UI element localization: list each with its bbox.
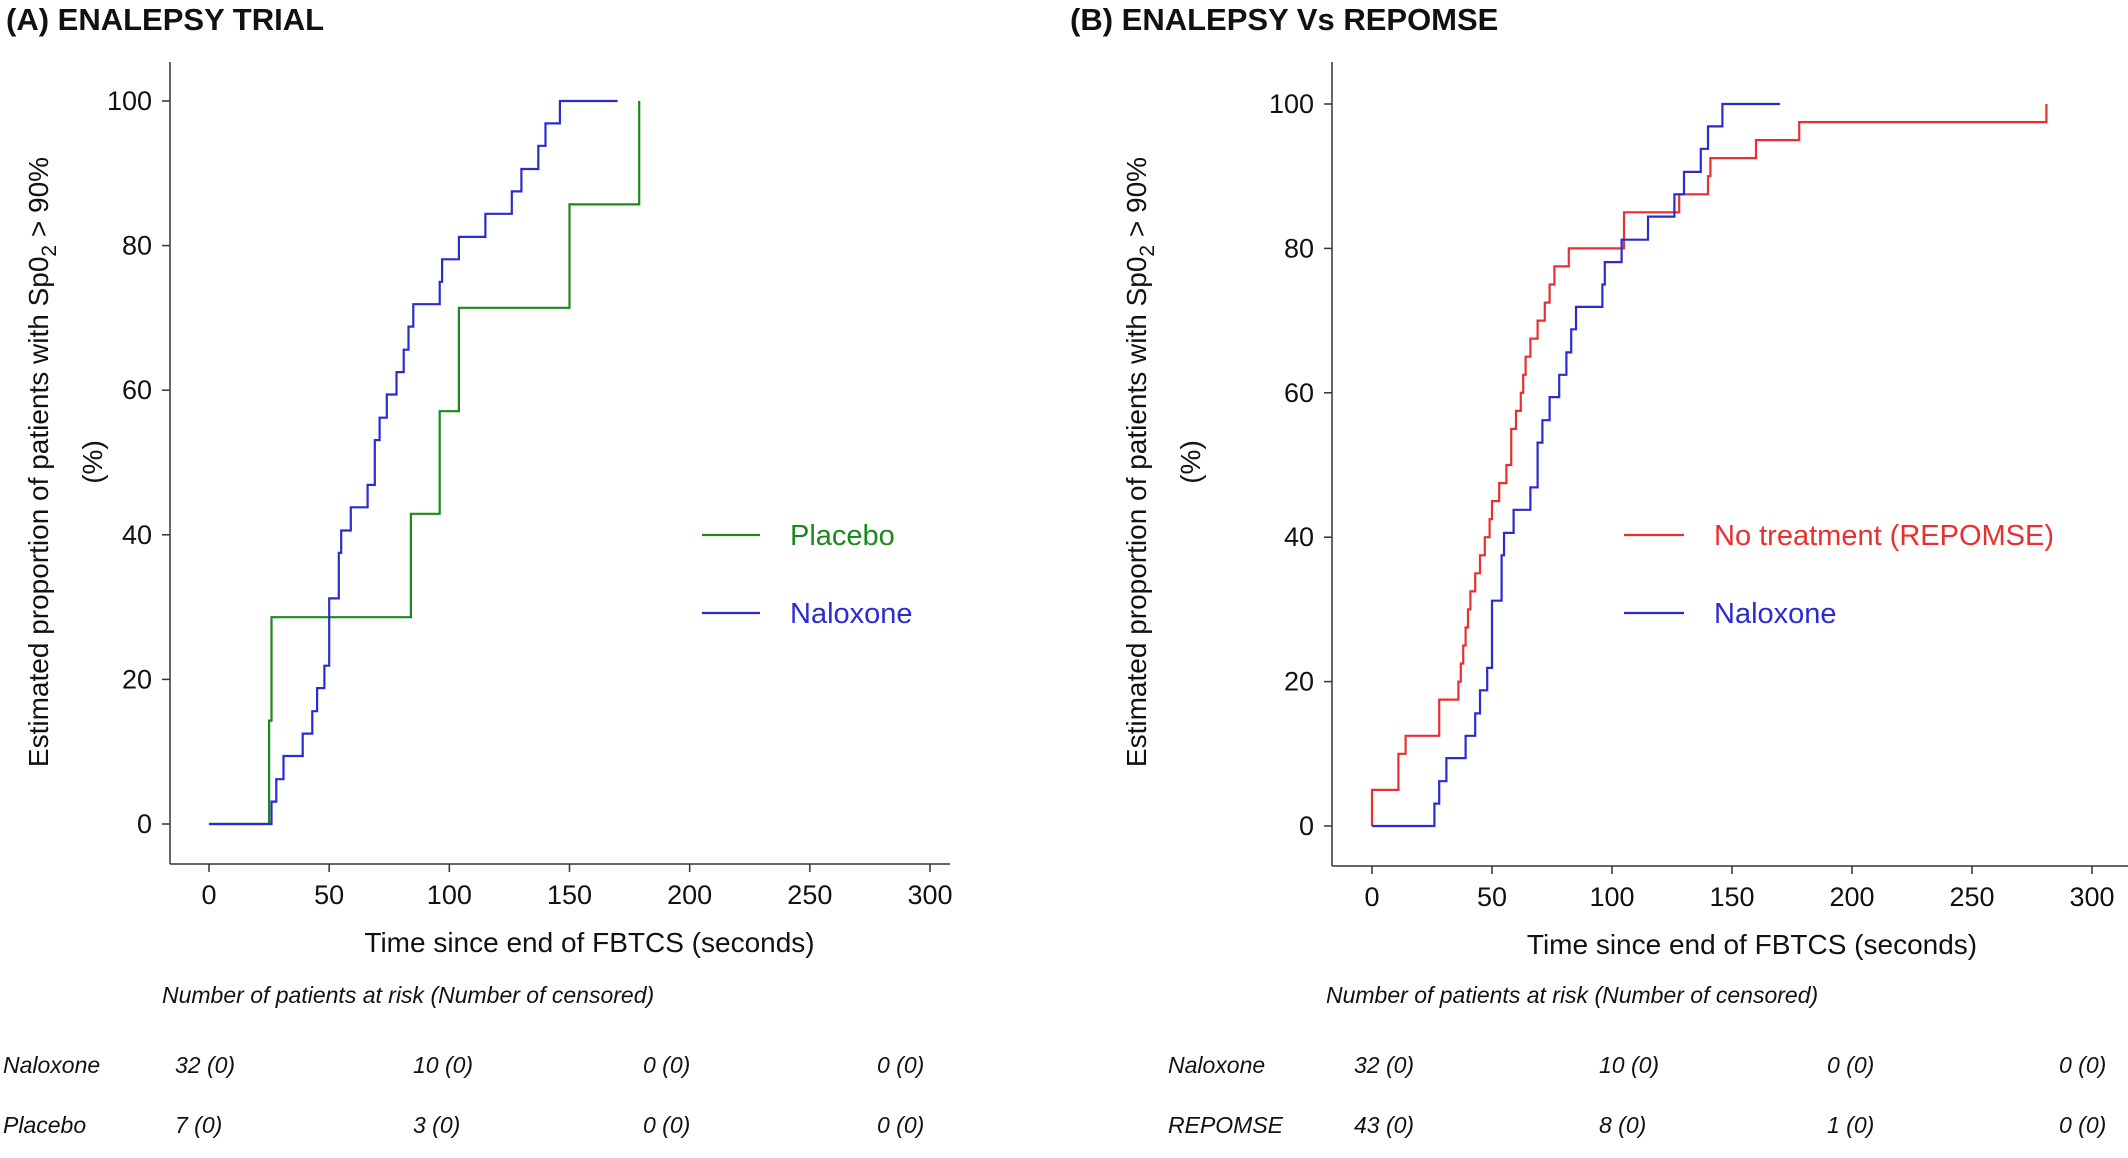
risk-table-title: Number of patients at risk (Number of ce…	[1326, 982, 1819, 1008]
x-tick-label: 0	[201, 880, 216, 910]
panel-title: (A) ENALEPSY TRIAL	[6, 2, 325, 37]
risk-cell: 0 (0)	[2059, 1112, 2107, 1138]
legend: No treatment (REPOMSE) Naloxone	[1624, 520, 2054, 630]
risk-table-title: Number of patients at risk (Number of ce…	[162, 982, 655, 1008]
y-axis-label: Estimated proportion of patients with Sp…	[23, 157, 61, 767]
x-tick-label: 250	[787, 880, 832, 910]
y-tick-label: 60	[122, 375, 152, 405]
risk-cell: 1 (0)	[1827, 1112, 1875, 1138]
y-tick-label: 0	[1299, 811, 1314, 841]
axes: 0 20 40 60 80 100 0 50 100 150 200 250 300	[107, 62, 953, 910]
y-tick-label: 20	[122, 664, 152, 694]
y-axis-unit-label: (%)	[1175, 440, 1206, 484]
x-tick-label: 150	[1709, 882, 1754, 912]
x-tick-label: 150	[547, 880, 592, 910]
risk-cell: 0 (0)	[877, 1052, 925, 1078]
series-line-naloxone	[1372, 102, 1780, 828]
x-tick-label: 250	[1949, 882, 1994, 912]
risk-cell: 0 (0)	[643, 1112, 691, 1138]
y-tick-label: 100	[1269, 89, 1314, 119]
series-line-no-treatment-repomse	[1370, 104, 2048, 826]
y-axis-unit-label: (%)	[77, 440, 108, 484]
risk-cell: 8 (0)	[1599, 1112, 1647, 1138]
risk-cell: 0 (0)	[1827, 1052, 1875, 1078]
y-tick-label: 0	[137, 809, 152, 839]
risk-cell: 10 (0)	[1599, 1052, 1660, 1078]
x-axis-label: Time since end of FBTCS (seconds)	[364, 927, 814, 958]
x-tick-label: 200	[1829, 882, 1874, 912]
legend-label: No treatment (REPOMSE)	[1714, 520, 2054, 552]
x-tick-label: 100	[1589, 882, 1634, 912]
km-plot-b: 0 20 40 60 80 100 0 50 100 150 200 250 300 Time since…	[1121, 62, 2128, 960]
y-tick-label: 20	[1284, 667, 1314, 697]
x-tick-label: 50	[314, 880, 344, 910]
x-tick-label: 0	[1364, 882, 1379, 912]
risk-cell: 0 (0)	[877, 1112, 925, 1138]
y-tick-label: 100	[107, 86, 152, 116]
risk-cell: 43 (0)	[1354, 1112, 1415, 1138]
risk-row-label: Placebo	[3, 1112, 87, 1138]
risk-cell: 0 (0)	[2059, 1052, 2107, 1078]
panel-b: (B) ENALEPSY Vs REPOMSE 0 20 40 60 80 100 0 50 1…	[1064, 0, 2128, 1158]
x-tick-label: 300	[907, 880, 952, 910]
x-tick-label: 100	[427, 880, 472, 910]
legend-label: Placebo	[790, 520, 895, 552]
risk-cell: 32 (0)	[175, 1052, 236, 1078]
y-axis-label: Estimated proportion of patients with Sp…	[1121, 157, 1159, 767]
risk-cell: 0 (0)	[643, 1052, 691, 1078]
panel-title: (B) ENALEPSY Vs REPOMSE	[1070, 2, 1499, 37]
risk-cell: 32 (0)	[1354, 1052, 1415, 1078]
risk-cell: 3 (0)	[413, 1112, 461, 1138]
x-tick-label: 300	[2069, 882, 2114, 912]
x-tick-label: 200	[667, 880, 712, 910]
risk-row-label: Naloxone	[1168, 1052, 1266, 1078]
axes: 0 20 40 60 80 100 0 50 100 150 200 250 300	[1269, 62, 2128, 912]
y-tick-label: 80	[122, 231, 152, 261]
y-tick-label: 40	[1284, 522, 1314, 552]
legend-label: Naloxone	[1714, 598, 1837, 630]
y-tick-label: 40	[122, 520, 152, 550]
series-line-naloxone	[209, 99, 618, 826]
legend-label: Naloxone	[790, 598, 913, 630]
km-plot-a: 0 20 40 60 80 100 0 50 100 150 200 250 300 Time since…	[23, 62, 953, 958]
risk-cell: 7 (0)	[175, 1112, 223, 1138]
x-tick-label: 50	[1477, 882, 1507, 912]
risk-cell: 10 (0)	[413, 1052, 474, 1078]
x-axis-label: Time since end of FBTCS (seconds)	[1527, 929, 1977, 960]
risk-row-label: REPOMSE	[1168, 1112, 1284, 1138]
risk-row-label: Naloxone	[3, 1052, 101, 1078]
panel-a: (A) ENALEPSY TRIAL 0 20 40 60 80 100 0 50 100 150…	[3, 2, 953, 1138]
y-tick-label: 60	[1284, 378, 1314, 408]
y-tick-label: 80	[1284, 233, 1314, 263]
legend: Placebo Naloxone	[702, 520, 913, 630]
series-line-placebo	[209, 101, 641, 826]
